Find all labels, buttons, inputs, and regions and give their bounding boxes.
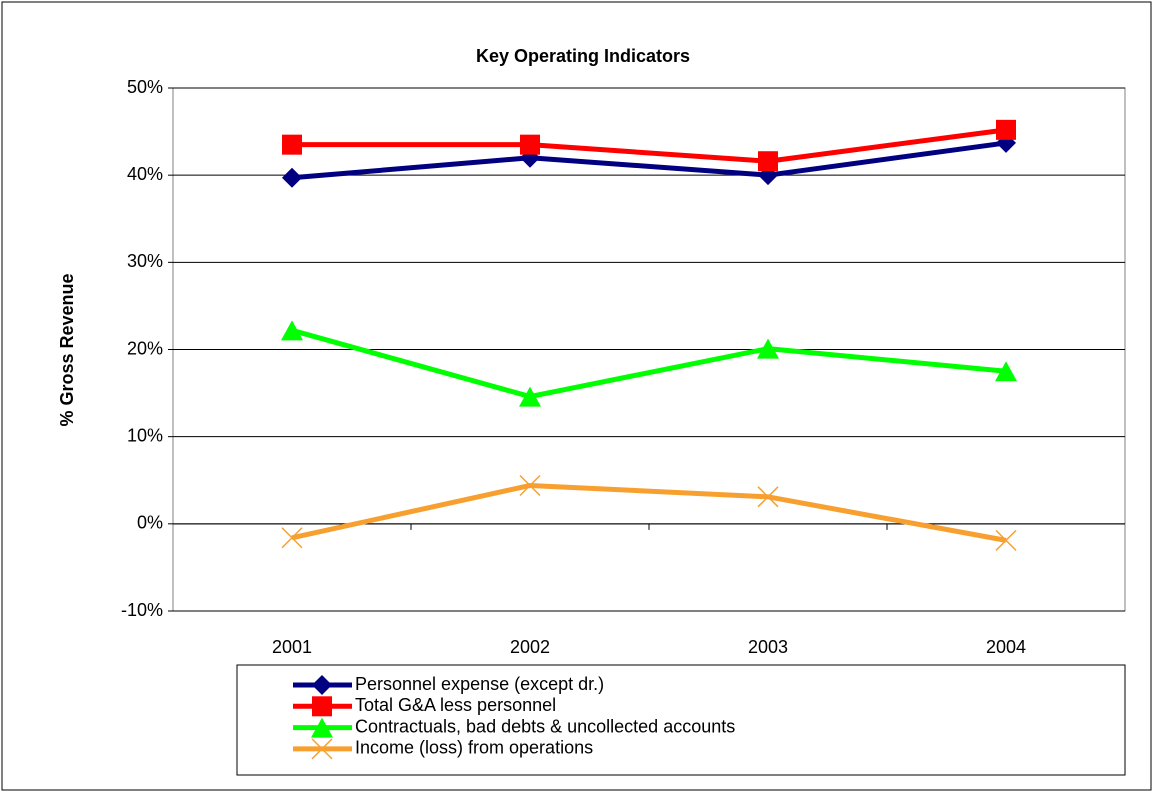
legend-label: Total G&A less personnel	[355, 695, 556, 715]
y-tick-label: 30%	[127, 251, 163, 271]
legend-marker	[312, 675, 332, 695]
point-marker	[282, 167, 302, 188]
point-marker	[757, 486, 779, 508]
point-marker	[520, 134, 540, 155]
x-tick-label: 2002	[510, 637, 550, 657]
series-line	[291, 327, 1007, 400]
legend-marker	[311, 717, 333, 738]
legend-label: Contractuals, bad debts & uncollected ac…	[355, 716, 735, 736]
legend-label: Personnel expense (except dr.)	[355, 674, 604, 694]
point-marker	[758, 151, 778, 172]
legend-label: Income (loss) from operations	[355, 738, 593, 758]
legend-marker	[312, 696, 332, 717]
x-tick-label: 2003	[748, 637, 788, 657]
point-marker	[996, 119, 1016, 140]
series-line	[291, 140, 1007, 181]
series-line	[291, 482, 1007, 543]
chart-title: Key Operating Indicators	[476, 46, 690, 66]
point-marker	[281, 527, 303, 549]
point-marker	[281, 320, 303, 341]
point-marker	[757, 338, 779, 359]
y-tick-label: -10%	[121, 600, 163, 620]
y-axis-label: % Gross Revenue	[57, 273, 77, 426]
point-marker	[519, 386, 541, 407]
point-marker	[995, 529, 1017, 551]
series-line	[292, 127, 1007, 164]
x-tick-label: 2001	[272, 637, 312, 657]
y-tick-label: 50%	[127, 77, 163, 97]
point-marker	[995, 361, 1017, 382]
x-tick-label: 2004	[986, 637, 1026, 657]
point-marker	[282, 134, 302, 155]
y-tick-label: 10%	[127, 425, 163, 445]
y-tick-label: 40%	[127, 164, 163, 184]
legend-box	[236, 664, 1126, 776]
legend-marker	[311, 738, 333, 760]
point-marker	[519, 474, 541, 497]
y-tick-label: 0%	[137, 513, 163, 533]
y-tick-label: 20%	[127, 338, 163, 358]
